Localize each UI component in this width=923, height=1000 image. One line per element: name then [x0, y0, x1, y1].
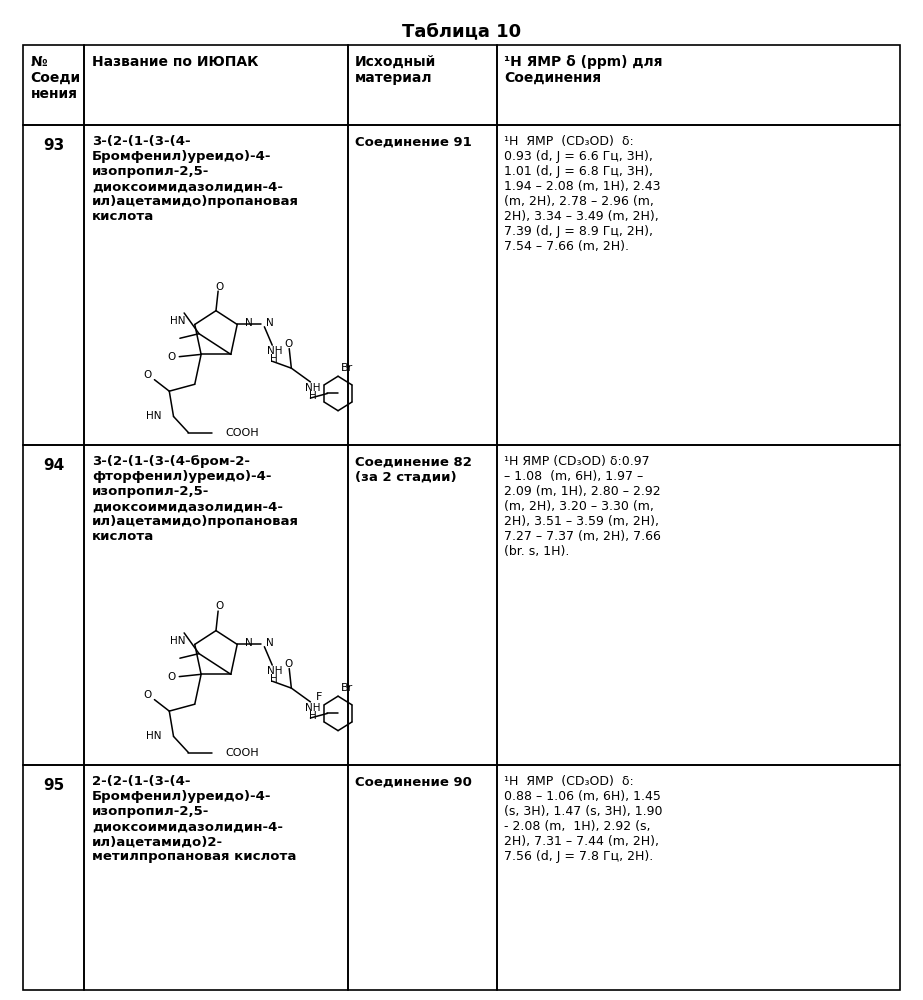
Bar [497, 125, 900, 445]
Text: N: N [266, 638, 273, 648]
Text: 2-(2-(1-(3-(4-
Бромфенил)уреидо)-4-
изопропил-2,5-
диоксоимидазолидин-4-
ил)ацет: 2-(2-(1-(3-(4- Бромфенил)уреидо)-4- изоп… [92, 775, 296, 863]
Text: ¹H  ЯМР  (CD₃OD)  δ:
0.93 (d, J = 6.6 Гц, 3H),
1.01 (d, J = 6.8 Гц, 3H),
1.94 – : ¹H ЯМР (CD₃OD) δ: 0.93 (d, J = 6.6 Гц, 3… [504, 135, 661, 253]
Bar [84, 125, 347, 445]
Text: NH: NH [305, 703, 320, 713]
Text: N: N [266, 318, 273, 328]
Text: NH: NH [267, 666, 282, 676]
Text: HN: HN [147, 411, 162, 421]
Bar [347, 445, 497, 765]
Text: 93: 93 [43, 138, 65, 153]
Text: H: H [270, 674, 278, 684]
Text: Br: Br [342, 363, 354, 373]
Bar [23, 125, 84, 445]
Text: O: O [284, 339, 293, 349]
Text: Br: Br [342, 683, 354, 693]
Text: ¹H ЯМР δ (ppm) для
Соединения: ¹H ЯМР δ (ppm) для Соединения [504, 55, 663, 85]
Bar [497, 445, 900, 765]
Text: O: O [215, 601, 223, 611]
Text: O: O [167, 672, 175, 682]
Text: №
Соеди
нения: № Соеди нения [30, 55, 80, 101]
Text: O: O [284, 659, 293, 669]
Text: HN: HN [170, 316, 186, 326]
Text: H: H [308, 391, 317, 401]
Text: O: O [215, 282, 223, 292]
Text: H: H [308, 711, 317, 721]
Text: Таблица 10: Таблица 10 [402, 22, 521, 40]
Text: 95: 95 [43, 778, 65, 793]
Text: ¹H  ЯМР  (CD₃OD)  δ:
0.88 – 1.06 (m, 6H), 1.45
(s, 3H), 1.47 (s, 3H), 1.90
- 2.0: ¹H ЯМР (CD₃OD) δ: 0.88 – 1.06 (m, 6H), 1… [504, 775, 663, 863]
Text: H: H [270, 354, 278, 364]
Bar [84, 765, 347, 990]
Text: F: F [316, 692, 322, 702]
Bar [347, 45, 497, 125]
Text: COOH: COOH [225, 748, 259, 758]
Bar [347, 765, 497, 990]
Text: 94: 94 [43, 458, 65, 473]
Bar [84, 45, 347, 125]
Text: N: N [245, 318, 252, 328]
Text: Исходный
материал: Исходный материал [354, 55, 437, 85]
Bar [23, 445, 84, 765]
Text: NH: NH [305, 383, 320, 393]
Text: Соединение 82
(за 2 стадии): Соединение 82 (за 2 стадии) [354, 455, 472, 483]
Bar [497, 765, 900, 990]
Text: O: O [143, 370, 151, 380]
Text: O: O [143, 690, 151, 700]
Text: COOH: COOH [225, 428, 259, 438]
Text: NH: NH [267, 346, 282, 356]
Text: Соединение 91: Соединение 91 [354, 135, 472, 148]
Text: HN: HN [147, 731, 162, 741]
Bar [23, 45, 84, 125]
Bar [347, 125, 497, 445]
Bar [84, 445, 347, 765]
Text: 3-(2-(1-(3-(4-бром-2-
фторфенил)уреидо)-4-
изопропил-2,5-
диоксоимидазолидин-4-
: 3-(2-(1-(3-(4-бром-2- фторфенил)уреидо)-… [92, 455, 299, 543]
Text: Соединение 90: Соединение 90 [354, 775, 472, 788]
Text: ¹H ЯМР (CD₃OD) δ:0.97
– 1.08  (m, 6H), 1.97 –
2.09 (m, 1H), 2.80 – 2.92
(m, 2H),: ¹H ЯМР (CD₃OD) δ:0.97 – 1.08 (m, 6H), 1.… [504, 455, 661, 558]
Text: Название по ИЮПАК: Название по ИЮПАК [92, 55, 258, 69]
Bar [23, 765, 84, 990]
Text: 3-(2-(1-(3-(4-
Бромфенил)уреидо)-4-
изопропил-2,5-
диоксоимидазолидин-4-
ил)ацет: 3-(2-(1-(3-(4- Бромфенил)уреидо)-4- изоп… [92, 135, 299, 223]
Bar [497, 45, 900, 125]
Text: N: N [245, 638, 252, 648]
Text: O: O [167, 352, 175, 362]
Text: HN: HN [170, 636, 186, 646]
